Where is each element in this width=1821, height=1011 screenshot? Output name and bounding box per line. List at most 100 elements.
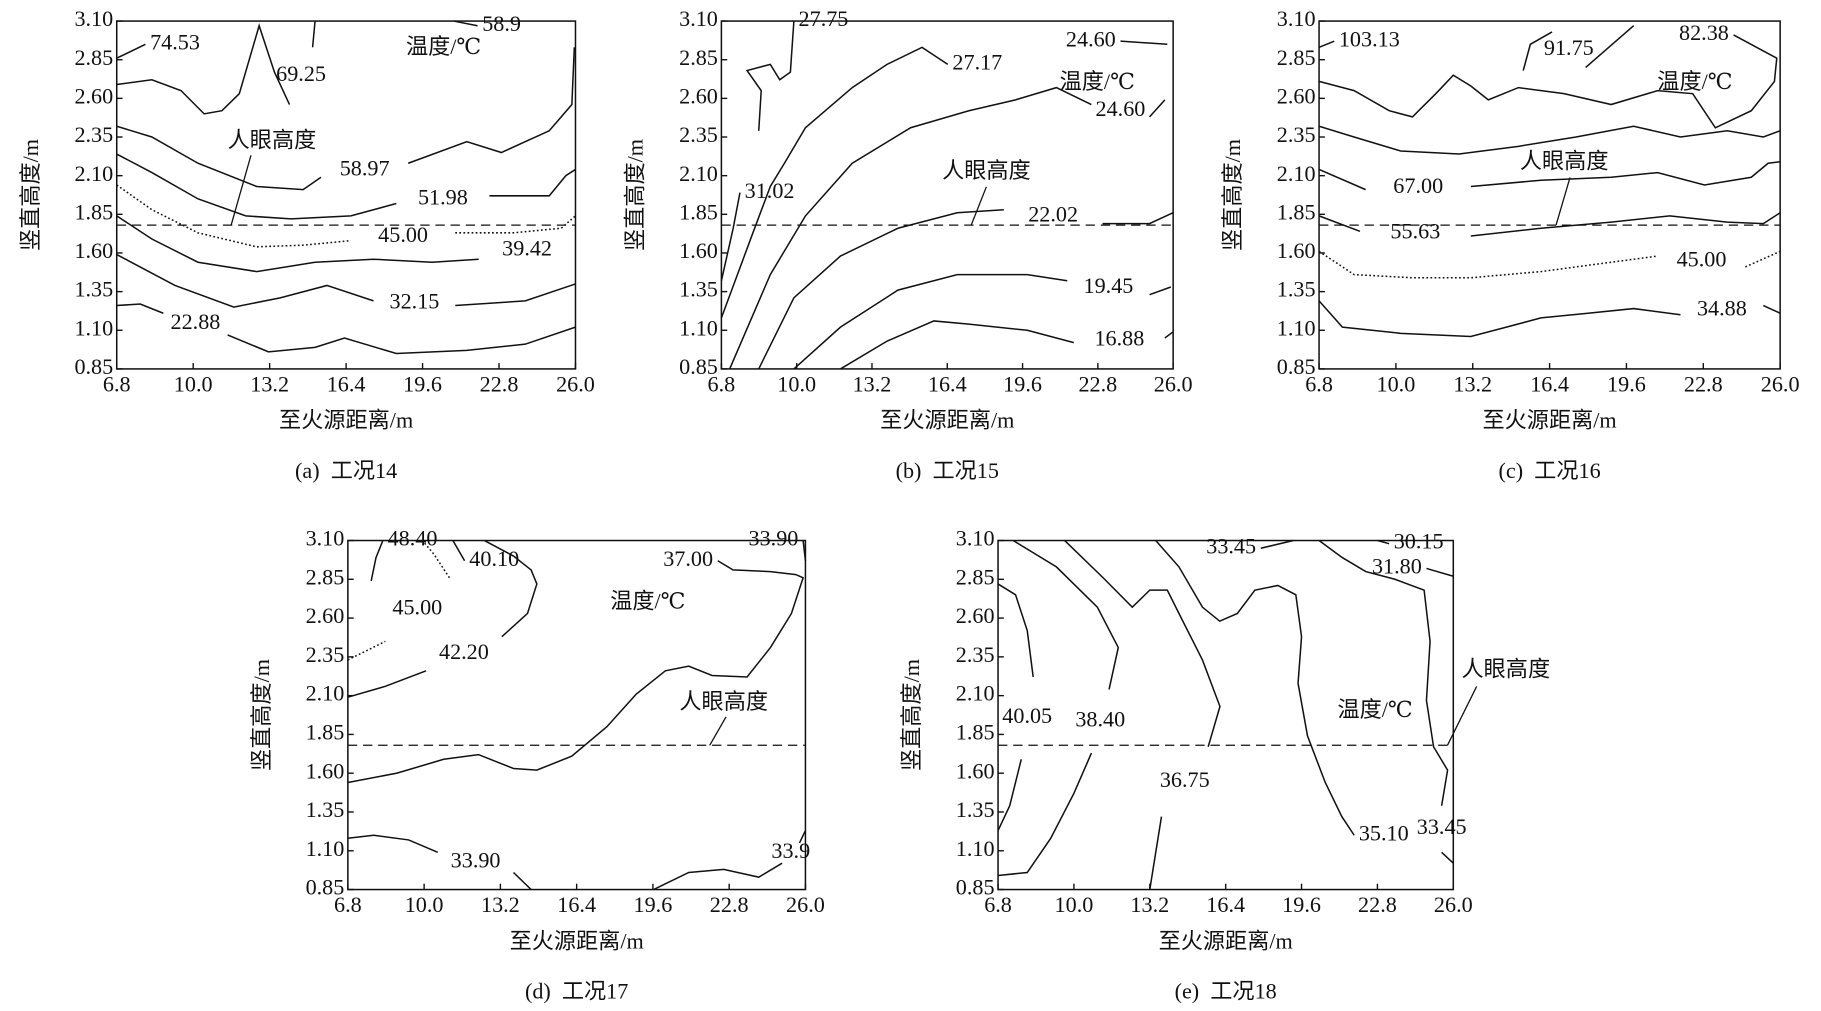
x-tick-label: 22.8 [1358, 892, 1397, 917]
y-tick-label: 2.60 [679, 83, 718, 108]
contour-line [1522, 25, 1635, 71]
contour-line [370, 540, 384, 582]
contour-line [1318, 300, 1781, 338]
contour-label: 30.15 [1394, 529, 1444, 554]
contour-line [1318, 160, 1781, 191]
contour-label: 58.97 [340, 155, 390, 180]
x-tick-label: 13.2 [250, 372, 289, 397]
x-tick-label: 26.0 [786, 892, 825, 917]
contour-label: 37.00 [663, 546, 713, 571]
contour-label: 35.10 [1359, 820, 1409, 845]
y-tick-label: 2.35 [1277, 122, 1316, 147]
y-tick-label: 3.10 [306, 526, 345, 551]
plot-frame [347, 539, 807, 891]
contour-line [116, 184, 576, 248]
x-tick-label: 6.8 [334, 892, 362, 917]
y-tick-label: 2.85 [956, 564, 995, 589]
contour-label: 33.90 [749, 526, 799, 551]
y-tick-label: 1.10 [1277, 315, 1316, 340]
eye-height-label: 人眼高度 [1462, 656, 1551, 681]
x-axis-label: 至火源距离/m [880, 408, 1014, 433]
contour-line [1318, 250, 1781, 279]
x-tick-label: 6.8 [708, 372, 736, 397]
contour-label: 22.88 [171, 309, 221, 334]
contour-line [1120, 40, 1168, 46]
contour-label: 91.75 [1544, 35, 1594, 60]
x-axis-label: 至火源距离/m [279, 408, 413, 433]
x-tick-label: 10.0 [1377, 372, 1416, 397]
y-tick-label: 0.85 [1277, 354, 1316, 379]
y-tick-label: 2.85 [74, 45, 113, 70]
x-tick-label: 10.0 [777, 372, 816, 397]
contour-line [997, 583, 1034, 831]
contour-label: 32.15 [390, 288, 440, 313]
x-tick-label: 13.2 [481, 892, 520, 917]
y-tick-label: 2.35 [679, 122, 718, 147]
y-tick-label: 2.60 [74, 83, 113, 108]
y-tick-label: 1.35 [306, 797, 345, 822]
contour-line [116, 153, 576, 220]
contour-label: 45.00 [1677, 247, 1727, 272]
y-axis-label: 竖直高度/m [899, 659, 924, 771]
y-tick-label: 2.85 [306, 564, 345, 589]
contour-label: 55.63 [1390, 219, 1440, 244]
y-tick-label: 2.10 [1277, 161, 1316, 186]
y-tick-label: 1.85 [1277, 199, 1316, 224]
x-tick-label: 13.2 [1453, 372, 1492, 397]
x-tick-label: 6.8 [103, 372, 131, 397]
y-tick-label: 1.60 [306, 758, 345, 783]
contour-line [745, 21, 795, 131]
y-tick-label: 2.35 [74, 122, 113, 147]
y-tick-label: 1.85 [306, 720, 345, 745]
contour-line [1064, 539, 1221, 890]
contour-line [1318, 125, 1781, 155]
contour-line [1318, 212, 1781, 237]
y-tick-label: 0.85 [74, 354, 113, 379]
legend-title: 温度/℃ [1060, 69, 1135, 94]
x-tick-label: 6.8 [984, 892, 1012, 917]
contour-line [1318, 40, 1335, 49]
y-tick-label: 1.60 [74, 238, 113, 263]
y-tick-label: 2.35 [306, 642, 345, 667]
contour-label: 51.98 [418, 185, 468, 210]
contour-label: 27.17 [952, 49, 1002, 74]
y-axis-label: 竖直高度/m [622, 139, 647, 251]
eye-label-leader [230, 155, 252, 226]
contour-line [840, 320, 1174, 370]
y-tick-label: 1.10 [956, 836, 995, 861]
x-tick-label: 19.6 [1607, 372, 1646, 397]
contour-label: 36.75 [1160, 767, 1210, 792]
x-tick-label: 22.8 [1078, 372, 1117, 397]
contour-label: 74.53 [150, 29, 200, 54]
legend-title: 温度/℃ [406, 34, 481, 59]
y-tick-label: 2.85 [679, 45, 718, 70]
contour-line [758, 208, 1174, 370]
y-tick-label: 1.10 [74, 315, 113, 340]
caption: (d) 工况17 [525, 979, 628, 1004]
y-tick-label: 2.10 [306, 681, 345, 706]
contour-line [1426, 567, 1454, 577]
y-tick-label: 2.35 [956, 642, 995, 667]
contour-line [452, 540, 466, 562]
y-tick-label: 2.10 [679, 161, 718, 186]
x-tick-label: 26.0 [1761, 372, 1800, 397]
x-tick-label: 19.6 [634, 892, 673, 917]
y-tick-label: 3.10 [679, 6, 718, 31]
x-tick-label: 10.0 [1055, 892, 1094, 917]
eye-label-leader [970, 186, 987, 226]
y-tick-label: 1.60 [679, 238, 718, 263]
contour-line [1318, 34, 1778, 129]
x-axis-label: 至火源距离/m [1159, 928, 1293, 953]
contour-line [720, 192, 741, 281]
y-tick-label: 1.35 [74, 277, 113, 302]
contour-line [1260, 539, 1294, 549]
contour-line [116, 47, 576, 191]
contour-label: 69.25 [276, 61, 326, 86]
y-tick-label: 2.60 [306, 603, 345, 628]
y-tick-label: 0.85 [306, 875, 345, 900]
contour-label: 24.60 [1096, 96, 1146, 121]
y-tick-label: 0.85 [679, 354, 718, 379]
contour-label: 58.9 [482, 11, 521, 36]
contour-line [653, 830, 807, 891]
